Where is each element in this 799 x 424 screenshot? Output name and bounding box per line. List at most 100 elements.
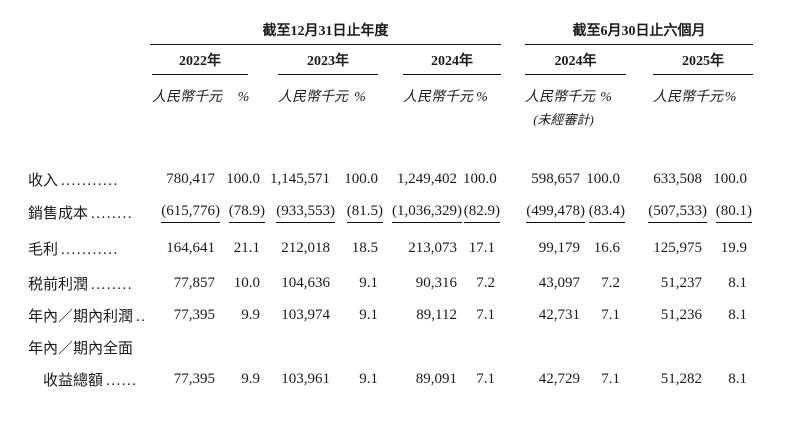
cell-value: 18.5 bbox=[351, 240, 378, 256]
table-cell: 103,974 bbox=[266, 300, 336, 331]
table-cell: 7.2 bbox=[586, 267, 626, 300]
column-group-annual: 截至12月31日止年度 bbox=[130, 20, 502, 45]
cell-value: 9.1 bbox=[359, 370, 378, 387]
row-label-text: 税前利潤 bbox=[28, 277, 89, 293]
cell-value: 8.1 bbox=[728, 370, 748, 387]
table-cell: (933,553) bbox=[266, 195, 336, 230]
table-cell: 7.2 bbox=[463, 267, 501, 300]
percent-label-text: % bbox=[724, 90, 737, 105]
dot-leader: ........... bbox=[61, 172, 119, 189]
table-cell: 780,417 bbox=[130, 163, 221, 195]
group-rule-interim: 截至6月30日止六個月 bbox=[525, 20, 754, 45]
dot-leader: ........ bbox=[91, 277, 134, 293]
unit-label-percent: % bbox=[463, 75, 501, 109]
year-rule-2023: 2023年 bbox=[278, 50, 378, 75]
table-row-comprehensive-income: 收益總額...... 77,395 9.9 103,961 9.1 89,091… bbox=[28, 363, 753, 395]
cell-value: 100.0 bbox=[713, 170, 748, 187]
corner-blank bbox=[28, 20, 130, 45]
column-group-interim: 截至6月30日止六個月 bbox=[501, 20, 754, 45]
table-cell: 89,091 bbox=[384, 363, 463, 395]
table-cell: 7.1 bbox=[586, 363, 626, 395]
table-cell: 89,112 bbox=[384, 300, 463, 331]
year-col-2024-interim: 2024年 bbox=[501, 45, 627, 75]
table-cell: 16.6 bbox=[586, 230, 626, 267]
cell-value: 89,112 bbox=[416, 307, 457, 323]
cell-value: 7.1 bbox=[476, 370, 496, 387]
cell-value: 598,657 bbox=[531, 170, 581, 187]
spacer-row bbox=[28, 129, 753, 163]
year-header-row: 2022年 2023年 2024年 2024年 bbox=[28, 45, 754, 75]
table-row-profit-for-period: 年內／期內利潤.. 77,395 9.9 103,974 9.1 89,112 … bbox=[28, 300, 753, 331]
year-col-2023: 2023年 bbox=[266, 45, 384, 75]
row-label: 收益總額...... bbox=[28, 363, 136, 395]
table-cell: (81.5) bbox=[336, 195, 384, 230]
cell-value: 77,857 bbox=[173, 275, 215, 291]
cell-value: (82.9) bbox=[463, 203, 501, 223]
table-cell: 100.0 bbox=[463, 163, 501, 195]
table-cell: 100.0 bbox=[336, 163, 384, 195]
row-label-text: 收益總額 bbox=[43, 372, 104, 389]
cell-value: 89,091 bbox=[415, 370, 457, 387]
table-row-profit-before-tax: 税前利潤........ 77,857 10.0 104,636 9.1 90,… bbox=[28, 267, 753, 300]
cell-value: 77,395 bbox=[173, 370, 215, 387]
unit-label-text: 人民幣千元 bbox=[653, 90, 724, 105]
unit-label-rmb: 人民幣千元 bbox=[384, 75, 473, 109]
year-label: 2023年 bbox=[307, 54, 349, 69]
cell-value: 43,097 bbox=[538, 275, 581, 291]
year-rule-2024: 2024年 bbox=[403, 50, 502, 75]
cell-value: 9.1 bbox=[359, 307, 378, 323]
cell-value: (499,478) bbox=[526, 203, 586, 223]
cell-value: 21.1 bbox=[233, 240, 260, 256]
year-rule-2025-interim: 2025年 bbox=[653, 50, 754, 75]
percent-label-text: % bbox=[354, 90, 366, 105]
table-cell: 51,236 bbox=[626, 300, 708, 331]
table-cell: 51,237 bbox=[626, 267, 708, 300]
cell-value: 780,417 bbox=[166, 170, 215, 187]
table-cell: (1,036,329) bbox=[384, 195, 463, 230]
cell-value: (507,533) bbox=[648, 203, 708, 223]
table-cell: 164,641 bbox=[130, 230, 221, 267]
cell-value: 1,145,571 bbox=[270, 170, 330, 187]
financial-summary-table: 截至12月31日止年度 截至6月30日止六個月 2022年 bbox=[28, 20, 754, 395]
unit-label-text: 人民幣千元 bbox=[278, 90, 348, 105]
table-cell: 10.0 bbox=[221, 267, 266, 300]
table-cell: (78.9) bbox=[221, 195, 266, 230]
cell-value: (78.9) bbox=[228, 203, 265, 223]
cell-value: 125,975 bbox=[653, 240, 703, 256]
cell-value: 7.2 bbox=[601, 275, 621, 291]
cell-value: 51,236 bbox=[660, 307, 703, 323]
cell-value: 16.6 bbox=[593, 240, 621, 256]
table-cell: (80.1) bbox=[708, 195, 753, 230]
table-cell: 21.1 bbox=[221, 230, 266, 267]
table-cell: 7.1 bbox=[463, 300, 501, 331]
table-cell: 9.1 bbox=[336, 363, 384, 395]
cell-value: 1,249,402 bbox=[397, 170, 457, 187]
row-label-text: 年內／期內利潤 bbox=[28, 309, 134, 325]
row-label: 年內／期內全面 bbox=[28, 331, 134, 363]
dot-leader: ........... bbox=[61, 242, 119, 258]
unit-label-percent: % bbox=[708, 75, 753, 109]
table-cell: 100.0 bbox=[586, 163, 626, 195]
cell-value: 42,731 bbox=[538, 307, 581, 323]
cell-value: (1,036,329) bbox=[392, 203, 462, 223]
table-cell: 43,097 bbox=[501, 267, 586, 300]
table-cell: 90,316 bbox=[384, 267, 463, 300]
table-cell: 9.9 bbox=[221, 300, 266, 331]
row-label: 銷售成本........ bbox=[28, 195, 134, 230]
cell-value: 7.2 bbox=[476, 275, 496, 291]
unit-label-percent: % bbox=[221, 75, 266, 109]
table-cell: (499,478) bbox=[501, 195, 586, 230]
row-label-text: 年內／期內全面 bbox=[28, 340, 134, 357]
year-col-2022: 2022年 bbox=[130, 45, 266, 75]
table-cell: 104,636 bbox=[266, 267, 336, 300]
cell-value: 100.0 bbox=[344, 170, 378, 187]
percent-label-text: % bbox=[237, 90, 250, 105]
table-cell: 9.1 bbox=[336, 267, 384, 300]
blank-cell bbox=[626, 109, 753, 129]
dot-leader: ........ bbox=[91, 206, 134, 222]
group-rule-annual: 截至12月31日止年度 bbox=[150, 20, 502, 45]
cell-value: 103,974 bbox=[281, 307, 330, 323]
unaudited-note-row: (未經審計) bbox=[28, 109, 753, 129]
cell-value: 104,636 bbox=[281, 275, 330, 291]
cell-value: (80.1) bbox=[715, 203, 753, 223]
